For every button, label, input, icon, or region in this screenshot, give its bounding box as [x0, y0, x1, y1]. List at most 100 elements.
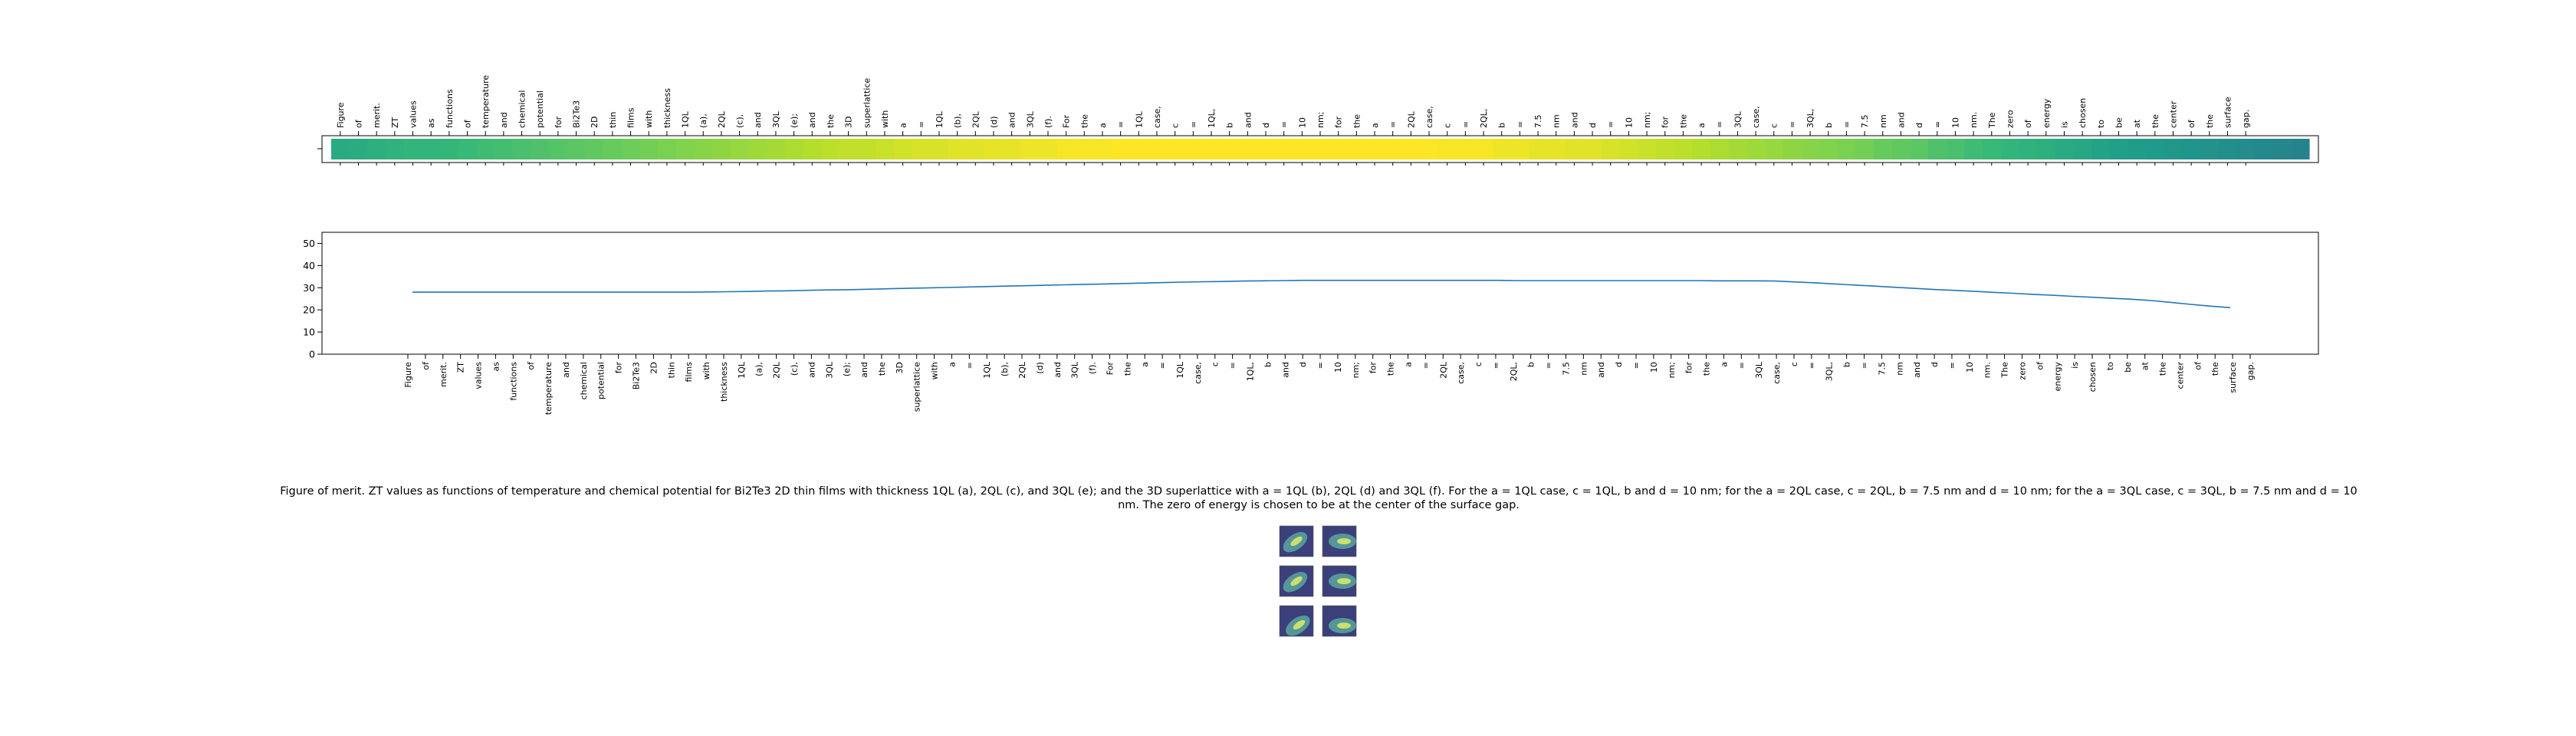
x-tick-label: 2QL [1017, 361, 1027, 379]
heatmap-tick-label: for [1661, 116, 1671, 128]
heatmap-tick-label: of [463, 119, 473, 128]
heatmap-tick-label: (b), [953, 113, 963, 128]
heatmap-tick-label: = [1933, 121, 1943, 128]
y-tick-label: 50 [303, 238, 315, 249]
heatmap-tick-label: and [499, 112, 509, 128]
x-tick-label: 1QL [737, 361, 747, 379]
heatmap-tick-label: nm [1552, 114, 1562, 128]
heatmap-tick-label: Bi2Te3 [572, 100, 582, 128]
heatmap-tick-label: 3QL [1025, 110, 1035, 128]
x-tick-label: (e); [842, 362, 852, 376]
x-tick-label: 10 [1649, 362, 1659, 373]
heatmap-tick-label: temperature [481, 75, 491, 128]
heat-cell [1456, 139, 1475, 159]
x-tick-label: of [2193, 361, 2203, 370]
x-tick-label: case, [1456, 362, 1466, 384]
heat-cell [1529, 139, 1548, 159]
x-tick-label: the [1386, 362, 1396, 376]
y-tick-label: 0 [309, 349, 315, 360]
heatmap-tick-label: the [1678, 114, 1688, 128]
x-tick-label: merit. [439, 362, 449, 387]
heat-cell [1184, 139, 1203, 159]
heat-cell [1329, 139, 1349, 159]
heat-cell [767, 139, 786, 159]
heatmap-tick-label: (c), [735, 114, 745, 128]
heatmap-tick-label: for [1334, 116, 1344, 128]
heat-cell [2091, 139, 2111, 159]
heat-cell [2055, 139, 2074, 159]
x-tick-label: 1QL [1175, 361, 1185, 379]
figure-thumbnail [1279, 525, 1357, 637]
x-tick-label: nm. [1983, 362, 1993, 378]
x-tick-label: at [2141, 361, 2150, 370]
heat-cell [1710, 139, 1730, 159]
x-tick-label: d [1298, 362, 1308, 367]
heat-cell [1946, 139, 1965, 159]
heat-cell [2272, 139, 2292, 159]
heatmap-tick-label: and [807, 112, 817, 128]
x-tick-label: the [2210, 362, 2220, 376]
heat-cell [984, 139, 1004, 159]
heat-cell [893, 139, 913, 159]
x-tick-label: of [526, 361, 536, 370]
x-tick-label: = [1491, 362, 1501, 369]
heat-cell [440, 139, 459, 159]
heat-cell [821, 139, 840, 159]
x-tick-label: a [1140, 362, 1150, 367]
x-tick-label: The [2000, 362, 2010, 379]
heatmap-tick-label: a [1697, 123, 1707, 128]
heatmap-tick-label: 3D [844, 117, 854, 128]
x-tick-label: nm; [1667, 362, 1677, 378]
x-tick-label: the [1702, 362, 1712, 376]
heatmap-tick-label: c [1171, 123, 1181, 128]
x-tick-label: = [1228, 362, 1238, 369]
heatmap-tick-label: as [426, 118, 436, 128]
x-tick-label: (a), [754, 362, 764, 376]
x-tick-label: the [1122, 362, 1132, 376]
heatmap-tick-label: = [1606, 121, 1616, 128]
heat-cell [2200, 139, 2220, 159]
heat-cell [1583, 139, 1602, 159]
heatmap-tick-label: 2D [590, 117, 600, 128]
heatmap-tick-label: = [1842, 121, 1852, 128]
heat-cell [331, 139, 350, 159]
heatmap-tick-label: c [1769, 123, 1779, 128]
heat-cell [1601, 139, 1621, 159]
heat-cell [1927, 139, 1947, 159]
x-tick-label: and [807, 362, 816, 378]
heat-cell [1801, 139, 1820, 159]
heatmap-tick-label: 10 [1297, 117, 1307, 128]
heat-cell [1148, 139, 1167, 159]
x-tick-label: b [1526, 362, 1536, 367]
heat-cell [1546, 139, 1566, 159]
x-tick-label: thin [666, 362, 676, 378]
x-tick-label: 2QL, [1509, 362, 1519, 381]
heatmap-tick-label: (e); [790, 113, 800, 128]
x-tick-label: with [702, 362, 711, 380]
x-tick-label: case, [1193, 362, 1203, 384]
heatmap-tick-label: = [1460, 121, 1470, 128]
x-tick-label: d [1614, 362, 1624, 367]
x-tick-label: = [1544, 362, 1554, 369]
heatmap-tick-label: 10 [1950, 117, 1960, 128]
x-tick-label: 2QL [772, 361, 782, 379]
heat-cell [1020, 139, 1040, 159]
heat-cell [2128, 139, 2147, 159]
x-tick-label: nm [1894, 362, 1904, 376]
x-tick-label: 2QL [1438, 361, 1448, 379]
x-tick-label: 3QL, [1825, 362, 1835, 381]
heatmap-tick-label: merit. [372, 103, 382, 128]
x-tick-label: and [1053, 362, 1063, 378]
heatmap-tick-label: For [1062, 114, 1072, 128]
x-tick-label: chosen [2088, 362, 2098, 392]
x-tick-label: potential [596, 362, 606, 399]
x-tick-label: and [1912, 362, 1922, 378]
x-tick-label: b [1263, 362, 1273, 367]
heat-cell [948, 139, 968, 159]
heat-cell [549, 139, 568, 159]
x-tick-label: center [2175, 362, 2185, 389]
token-heatmap: Figure of merit. ZT values as functions of tempe… [317, 75, 2319, 166]
heat-cell [1238, 139, 1257, 159]
heatmap-tick-label: 1QL [1134, 110, 1144, 128]
heatmap-tick-label: values [409, 100, 419, 128]
